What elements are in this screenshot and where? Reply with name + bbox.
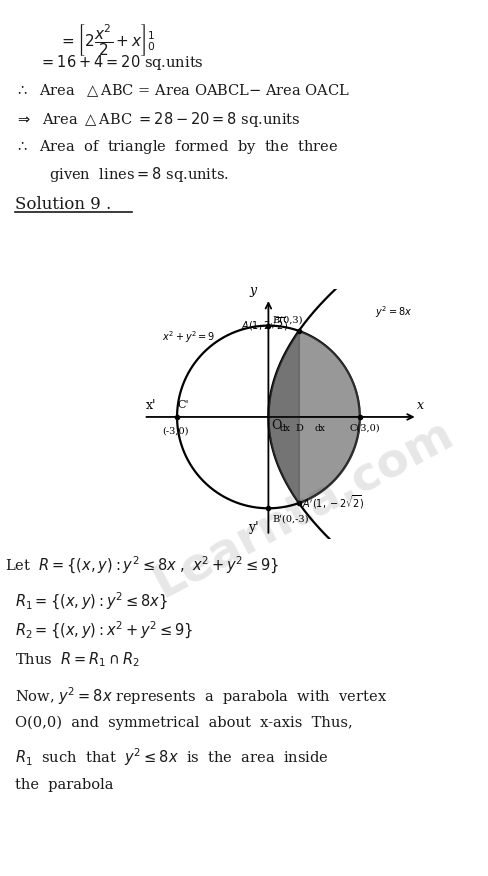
Text: dx: dx: [279, 424, 289, 433]
Text: x: x: [416, 399, 423, 413]
Text: Solution 9 .: Solution 9 .: [15, 196, 111, 213]
Text: $A'(1,-2\sqrt{2})$: $A'(1,-2\sqrt{2})$: [301, 493, 364, 511]
Text: Let  $R = \{(x,y) : y^2 \leq 8x\ ,\ x^2 + y^2 \leq 9\}$: Let $R = \{(x,y) : y^2 \leq 8x\ ,\ x^2 +…: [5, 555, 278, 576]
Text: y': y': [247, 521, 258, 534]
Text: $\therefore$  Area  of  triangle  formed  by  the  three: $\therefore$ Area of triangle formed by …: [15, 138, 337, 157]
Text: $x^2+y^2=9$: $x^2+y^2=9$: [162, 329, 216, 345]
Text: D: D: [295, 424, 303, 433]
Text: dx: dx: [313, 424, 325, 433]
Text: C': C': [177, 400, 188, 411]
Text: $y^2=8x$: $y^2=8x$: [374, 305, 411, 321]
Text: the  parabola: the parabola: [15, 778, 113, 792]
Text: B(0,3): B(0,3): [271, 315, 302, 325]
Text: $A(1, 2\sqrt{2})$: $A(1, 2\sqrt{2})$: [241, 315, 288, 333]
Text: (-3,0): (-3,0): [162, 427, 188, 435]
Text: Learnta.com: Learnta.com: [145, 410, 460, 606]
Text: $= \left[2\dfrac{x^2}{2} + x\right]_0^1$: $= \left[2\dfrac{x^2}{2} + x\right]_0^1$: [59, 22, 155, 58]
Text: Thus  $R = R_1 \cap R_2$: Thus $R = R_1 \cap R_2$: [15, 650, 139, 668]
Text: O(0,0)  and  symmetrical  about  x-axis  Thus,: O(0,0) and symmetrical about x-axis Thus…: [15, 716, 352, 730]
Text: $= 16 + 4 = 20$ sq.units: $= 16 + 4 = 20$ sq.units: [39, 53, 203, 72]
Text: x': x': [145, 399, 156, 413]
Text: Now, $y^2 = 8x$ represents  a  parabola  with  vertex: Now, $y^2 = 8x$ represents a parabola wi…: [15, 685, 386, 707]
Text: $R_1 = \{(x,y) : y^2 \leq 8x\}$: $R_1 = \{(x,y) : y^2 \leq 8x\}$: [15, 591, 167, 612]
Text: $R_2 = \{(x,y) : x^2 + y^2 \leq 9\}$: $R_2 = \{(x,y) : x^2 + y^2 \leq 9\}$: [15, 620, 192, 641]
Text: B'(0,-3): B'(0,-3): [271, 515, 308, 524]
Text: given  lines$= 8$ sq.units.: given lines$= 8$ sq.units.: [49, 165, 228, 184]
Text: y: y: [249, 284, 256, 297]
Text: O: O: [270, 419, 281, 432]
Text: C(3,0): C(3,0): [348, 424, 379, 433]
Text: $\therefore$  Area  $\triangle$ABC = Area OABCL$-$ Area OACL: $\therefore$ Area $\triangle$ABC = Area …: [15, 82, 349, 99]
Text: $\Rightarrow$  Area $\triangle$ABC $= 28-20 = 8$ sq.units: $\Rightarrow$ Area $\triangle$ABC $= 28-…: [15, 110, 300, 130]
Text: $R_1$  such  that  $y^2 \leq 8x$  is  the  area  inside: $R_1$ such that $y^2 \leq 8x$ is the are…: [15, 746, 327, 768]
